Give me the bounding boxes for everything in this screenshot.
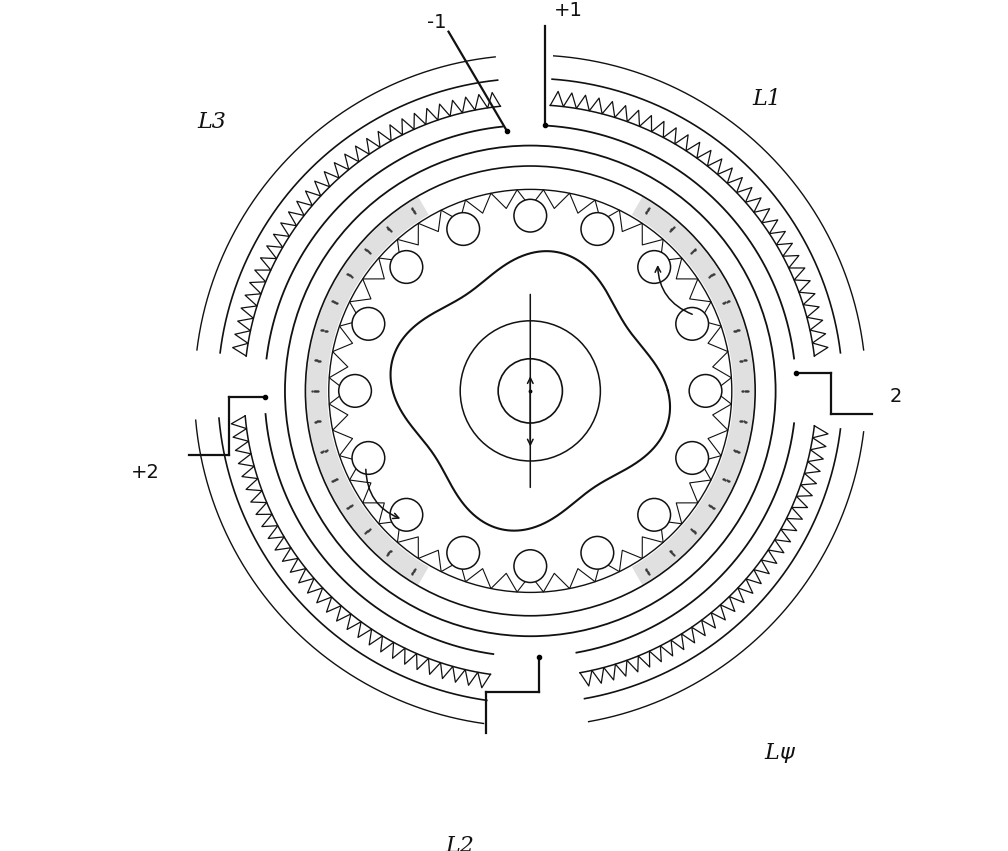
Wedge shape xyxy=(632,197,754,585)
Circle shape xyxy=(352,307,385,340)
Text: -1: -1 xyxy=(427,13,447,31)
Circle shape xyxy=(675,307,709,340)
Text: L2: L2 xyxy=(446,835,475,851)
Circle shape xyxy=(390,251,422,283)
Circle shape xyxy=(514,550,546,582)
Circle shape xyxy=(352,442,385,474)
Circle shape xyxy=(689,374,722,408)
Circle shape xyxy=(447,536,480,569)
Circle shape xyxy=(390,499,422,531)
Text: 2: 2 xyxy=(889,387,902,406)
Wedge shape xyxy=(306,197,428,585)
Text: L3: L3 xyxy=(198,111,227,134)
Circle shape xyxy=(447,213,480,245)
Text: +2: +2 xyxy=(130,463,159,483)
Text: +1: +1 xyxy=(553,1,583,20)
Circle shape xyxy=(675,442,709,474)
Circle shape xyxy=(638,499,670,531)
Circle shape xyxy=(581,536,614,569)
Circle shape xyxy=(514,199,546,232)
Circle shape xyxy=(581,213,614,245)
Text: L1: L1 xyxy=(752,88,781,110)
Circle shape xyxy=(339,374,371,408)
Circle shape xyxy=(498,359,562,423)
Text: L$\psi$: L$\psi$ xyxy=(764,741,796,765)
Circle shape xyxy=(638,251,670,283)
